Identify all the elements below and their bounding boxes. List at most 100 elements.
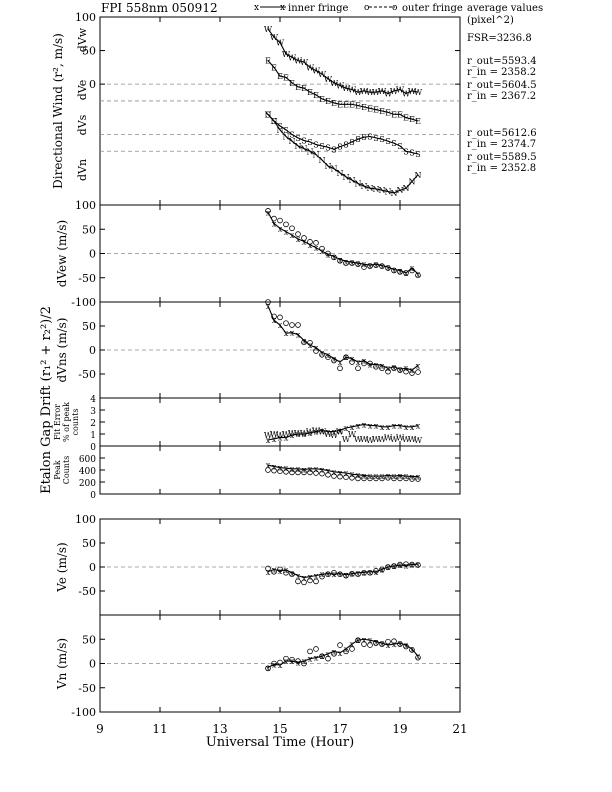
data-point <box>343 648 349 655</box>
data-point <box>277 659 283 666</box>
data-point: W <box>312 67 321 76</box>
data-point <box>385 368 391 375</box>
data-point <box>355 365 361 372</box>
x-tick-label: 9 <box>96 722 104 736</box>
panel-frame <box>99 301 461 399</box>
data-point: x <box>326 467 331 476</box>
data-point: x <box>284 228 289 237</box>
series-line <box>267 563 419 579</box>
data-point <box>307 648 313 655</box>
data-point: N <box>349 176 356 185</box>
data-point: x <box>272 219 277 228</box>
data-point: S <box>343 141 348 150</box>
data-point <box>325 471 331 478</box>
data-point: W <box>276 39 285 48</box>
data-point: x <box>374 472 379 481</box>
data-point: x <box>266 663 271 672</box>
data-point <box>337 642 343 648</box>
y-tick-label: 4 <box>90 395 96 405</box>
data-point: x <box>338 649 343 658</box>
data-point: x <box>368 422 373 431</box>
data-point: E <box>355 102 361 111</box>
panel-frame <box>99 204 461 303</box>
data-point: x <box>416 560 421 569</box>
data-point: N <box>277 126 284 135</box>
data-point: W <box>360 87 369 96</box>
r-in-n: r_in = 2352.8 <box>467 163 536 174</box>
direction-label: dVw <box>76 27 89 52</box>
data-point: x <box>404 364 409 373</box>
data-point <box>325 571 331 577</box>
data-point: N <box>325 162 332 171</box>
data-point: W <box>264 431 273 440</box>
data-point: N <box>313 151 320 160</box>
data-point <box>391 267 397 274</box>
legend-outer-marker: o <box>364 3 369 13</box>
data-point: x <box>284 657 289 666</box>
data-point <box>325 354 331 361</box>
data-point: N <box>373 185 380 194</box>
data-point: x <box>302 237 307 246</box>
data-point <box>277 314 283 321</box>
x-tick-labels: 9 11 13 15 17 19 21 <box>96 722 467 736</box>
data-point: W <box>294 429 303 438</box>
data-point: x <box>332 468 337 477</box>
data-point <box>319 245 325 252</box>
data-point: x <box>308 341 313 350</box>
data-point: x <box>314 465 319 474</box>
y-axis-label: counts <box>71 409 80 436</box>
data-point: W <box>348 86 357 95</box>
data-point: S <box>367 133 372 142</box>
data-point: N <box>367 184 374 193</box>
legend-outer-marker-2: o <box>392 3 397 13</box>
data-point <box>301 579 307 586</box>
data-point: S <box>289 131 294 140</box>
data-point <box>331 569 337 576</box>
data-point: x <box>344 257 349 266</box>
y-axis-label: Peak <box>53 460 62 480</box>
data-point <box>355 475 361 482</box>
data-point: S <box>313 141 318 150</box>
avg-title-2: (pixel^2) <box>467 15 514 26</box>
data-point <box>307 339 313 346</box>
data-point: W <box>300 429 309 438</box>
data-point <box>397 367 403 373</box>
data-point <box>391 475 397 482</box>
y-tick-label: 50 <box>82 633 96 646</box>
data-point: x <box>308 429 313 438</box>
r-in-w: r_in = 2358.2 <box>467 67 536 78</box>
data-point <box>289 322 295 328</box>
series-line <box>267 60 419 122</box>
x-tick-label: 15 <box>272 722 287 736</box>
data-point: W <box>378 87 387 96</box>
direction-label: dVs <box>76 114 89 135</box>
data-point <box>271 660 277 667</box>
data-point: W <box>288 429 297 438</box>
data-point: x <box>278 321 283 330</box>
data-point: W <box>324 75 333 84</box>
data-point: x <box>290 657 295 666</box>
data-point <box>337 571 343 577</box>
data-point: x <box>326 650 331 659</box>
y-tick-label: 0 <box>90 443 96 453</box>
y-tick-label: 50 <box>82 223 96 236</box>
data-point: S <box>331 145 336 154</box>
r-in-s: r_in = 2374.7 <box>467 139 536 150</box>
data-point: E <box>325 97 331 106</box>
data-point: W <box>366 436 375 445</box>
data-point <box>379 641 385 647</box>
data-point: W <box>318 70 327 79</box>
data-point: x <box>350 640 355 649</box>
data-point: x <box>416 422 421 431</box>
data-point: x <box>404 641 409 650</box>
direction-label: dVn <box>76 159 89 181</box>
legend-inner-marker: x <box>254 3 259 13</box>
data-point <box>313 470 319 476</box>
data-point: E <box>379 107 385 116</box>
data-point <box>367 569 373 576</box>
data-point <box>403 561 409 567</box>
data-point <box>361 475 367 482</box>
